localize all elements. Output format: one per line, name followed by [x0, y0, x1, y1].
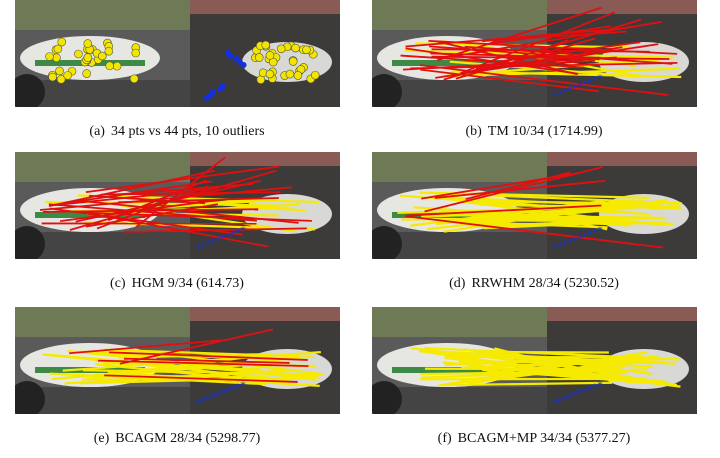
barrier — [190, 152, 340, 166]
trees — [15, 0, 190, 30]
keypoint — [49, 73, 57, 81]
panel-image: ********** — [15, 307, 340, 414]
outlier — [220, 83, 226, 89]
keypoint — [54, 45, 62, 53]
figure: (a)34 pts vs 44 pts, 10 outliers********… — [0, 0, 720, 458]
outlier — [241, 62, 247, 68]
caption-label: (a) — [89, 124, 105, 139]
keypoint — [277, 45, 285, 53]
keypoint — [56, 67, 64, 75]
trees — [15, 307, 190, 337]
star-point: * — [597, 223, 603, 237]
caption: (d) RRWHM 28/34 (5230.52) — [364, 276, 704, 292]
keypoint — [266, 51, 274, 59]
caption-label: (d) — [449, 276, 465, 291]
caption-label: (f) — [438, 431, 452, 446]
star-point: * — [240, 378, 246, 392]
panel-image: ********** — [372, 307, 697, 414]
barrier — [190, 0, 340, 14]
keypoint — [74, 50, 82, 58]
barrier — [547, 307, 697, 321]
trees — [372, 152, 547, 182]
panel-image — [15, 0, 340, 107]
outlier — [227, 53, 233, 59]
panel-image: ********** — [372, 152, 697, 259]
keypoint — [98, 52, 106, 60]
star-point: * — [240, 223, 246, 237]
caption-text: BCAGM+MP 34/34 (5377.27) — [458, 431, 631, 446]
keypoint — [294, 71, 302, 79]
keypoint — [83, 70, 91, 78]
match-line — [481, 223, 664, 224]
trees — [15, 152, 190, 182]
keypoint — [132, 49, 140, 57]
keypoint — [52, 54, 60, 62]
keypoint — [46, 52, 54, 60]
caption-label: (e) — [94, 431, 110, 446]
keypoint — [262, 41, 270, 49]
keypoint — [255, 53, 263, 61]
keypoint — [311, 71, 319, 79]
keypoint — [84, 54, 92, 62]
caption-text: RRWHM 28/34 (5230.52) — [471, 276, 618, 291]
keypoint — [106, 62, 114, 70]
keypoint — [302, 46, 310, 54]
caption-text: 34 pts vs 44 pts, 10 outliers — [111, 124, 265, 139]
barrier — [190, 307, 340, 321]
star-point: * — [597, 71, 603, 85]
caption-text: HGM 9/34 (614.73) — [132, 276, 244, 291]
keypoint — [113, 62, 121, 70]
caption: (a) 34 pts vs 44 pts, 10 outliers — [7, 124, 347, 140]
trees — [372, 307, 547, 337]
caption: (e) BCAGM 28/34 (5298.77) — [7, 431, 347, 447]
keypoint — [266, 70, 274, 78]
trees — [372, 0, 547, 30]
caption-text: BCAGM 28/34 (5298.77) — [115, 431, 260, 446]
keypoint — [64, 71, 72, 79]
keypoint — [84, 40, 92, 48]
star-point: * — [597, 378, 603, 392]
caption: (c) HGM 9/34 (614.73) — [7, 276, 347, 292]
caption-text: TM 10/34 (1714.99) — [488, 124, 603, 139]
keypoint — [286, 70, 294, 78]
panel-image: ********** — [372, 0, 697, 107]
keypoint — [130, 75, 138, 83]
barrier — [547, 0, 697, 14]
keypoint — [289, 57, 297, 65]
caption: (f) BCAGM+MP 34/34 (5377.27) — [364, 431, 704, 447]
caption-label: (c) — [110, 276, 126, 291]
caption-label: (b) — [465, 124, 481, 139]
barrier — [547, 152, 697, 166]
outlier — [210, 89, 216, 95]
panel-image: ********** — [15, 152, 340, 259]
keypoint — [292, 44, 300, 52]
caption: (b) TM 10/34 (1714.99) — [364, 124, 704, 140]
